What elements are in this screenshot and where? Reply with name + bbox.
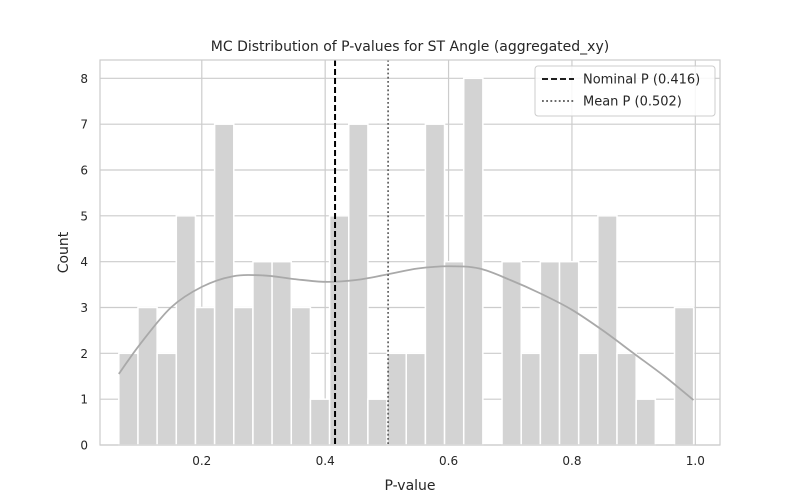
y-tick-label: 1	[80, 393, 88, 407]
x-axis-label: P-value	[384, 478, 435, 494]
histogram-bar	[424, 123, 446, 446]
histogram-bar	[328, 215, 350, 446]
histogram-bar	[616, 352, 637, 446]
y-tick-label: 3	[80, 301, 88, 315]
histogram-bar	[558, 260, 580, 446]
histogram-bar	[597, 215, 618, 446]
histogram-bar	[501, 260, 522, 446]
histogram-bar	[213, 123, 235, 446]
y-tick-label: 6	[80, 164, 88, 178]
x-tick-labels: 0.2 0.4 0.6 0.8 1.0	[192, 454, 705, 468]
histogram-bar	[194, 306, 216, 446]
y-tick-label: 2	[80, 347, 88, 361]
kde-line	[118, 265, 695, 401]
histogram-bar	[271, 260, 293, 446]
x-tick-label: 1.0	[686, 454, 705, 468]
histogram-bar	[673, 306, 695, 446]
chart-title: MC Distribution of P-values for ST Angle…	[211, 39, 609, 55]
y-tick-label: 0	[80, 439, 88, 453]
legend-label-mean: Mean P (0.502)	[583, 95, 682, 110]
histogram-bar	[118, 352, 139, 446]
y-tick-label: 7	[80, 118, 88, 132]
kde-curve	[118, 265, 695, 401]
histogram-bar	[175, 215, 197, 446]
histogram-bar	[443, 260, 465, 446]
histogram-bar	[252, 260, 273, 446]
histogram-bar	[405, 352, 427, 446]
legend: Nominal P (0.416) Mean P (0.502)	[534, 65, 716, 117]
histogram-bar	[520, 352, 542, 446]
x-tick-label: 0.4	[316, 454, 335, 468]
histogram-bar	[635, 398, 657, 446]
histogram-bar	[386, 352, 407, 446]
histogram-bar	[156, 352, 178, 446]
histogram-bar	[367, 398, 388, 446]
histogram-bar	[290, 306, 312, 446]
histogram-bar	[309, 398, 331, 446]
histogram-bar	[348, 123, 369, 446]
x-tick-label: 0.6	[439, 454, 458, 468]
histogram-bar	[233, 306, 254, 446]
reference-lines	[334, 60, 389, 445]
x-tick-label: 0.8	[562, 454, 581, 468]
y-tick-label: 5	[80, 209, 88, 223]
histogram-bar	[137, 306, 158, 446]
histogram-bar	[539, 260, 561, 446]
plot-frame	[99, 59, 721, 446]
y-axis-label: Count	[56, 231, 72, 273]
legend-box	[534, 65, 716, 117]
y-tick-label: 4	[80, 255, 88, 269]
histogram-bar	[462, 77, 484, 446]
x-tick-label: 0.2	[192, 454, 211, 468]
histogram-bar	[577, 352, 599, 446]
y-tick-labels: 0 1 2 3 4 5 6 7 8	[80, 72, 88, 453]
legend-label-nominal: Nominal P (0.416)	[583, 73, 700, 88]
y-tick-label: 8	[80, 72, 88, 86]
